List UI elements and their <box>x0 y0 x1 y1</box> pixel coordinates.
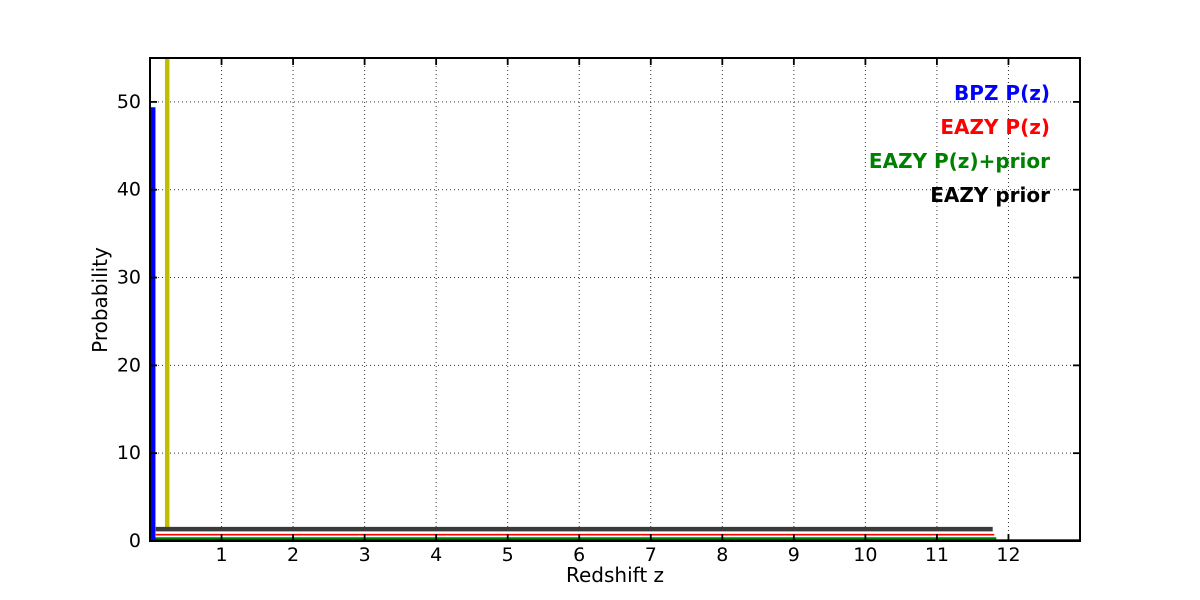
x-tick-label: 8 <box>716 544 728 566</box>
x-tick-label: 7 <box>645 544 657 566</box>
y-tick-label: 50 <box>117 91 141 113</box>
x-axis-label: Redshift z <box>565 563 665 587</box>
x-tick-label: 11 <box>925 544 949 566</box>
x-tick-label: 1 <box>215 544 227 566</box>
x-tick-label: 9 <box>788 544 800 566</box>
y-tick-label: 40 <box>117 179 141 201</box>
x-tick-label: 3 <box>359 544 371 566</box>
x-tick-labels: 1 2 3 4 5 6 7 8 9 10 11 12 <box>215 544 1020 566</box>
y-tick-label: 20 <box>117 354 141 376</box>
legend-item-eazy-prior: EAZY prior <box>930 183 1050 207</box>
plot-border <box>149 57 1081 542</box>
legend: BPZ P(z) EAZY P(z) EAZY P(z)+prior EAZY … <box>869 76 1050 212</box>
y-tick-label: 10 <box>117 442 141 464</box>
axis-ticks <box>150 58 1080 542</box>
legend-item-eazy-pz-prior: EAZY P(z)+prior <box>868 149 1050 173</box>
x-tick-label: 5 <box>502 544 514 566</box>
gridlines <box>150 58 1080 541</box>
y-tick-labels: 0 10 20 30 40 50 <box>117 91 141 552</box>
legend-item-eazy-pz: EAZY P(z) <box>940 115 1050 139</box>
y-tick-label: 30 <box>117 267 141 289</box>
y-axis-label: Probability <box>88 247 112 353</box>
y-tick-label: 0 <box>129 530 141 552</box>
legend-item-bpz-pz: BPZ P(z) <box>954 81 1050 105</box>
x-tick-label: 4 <box>430 544 442 566</box>
x-tick-label: 12 <box>996 544 1020 566</box>
x-tick-label: 2 <box>287 544 299 566</box>
x-tick-label: 10 <box>853 544 877 566</box>
x-tick-label: 6 <box>573 544 585 566</box>
